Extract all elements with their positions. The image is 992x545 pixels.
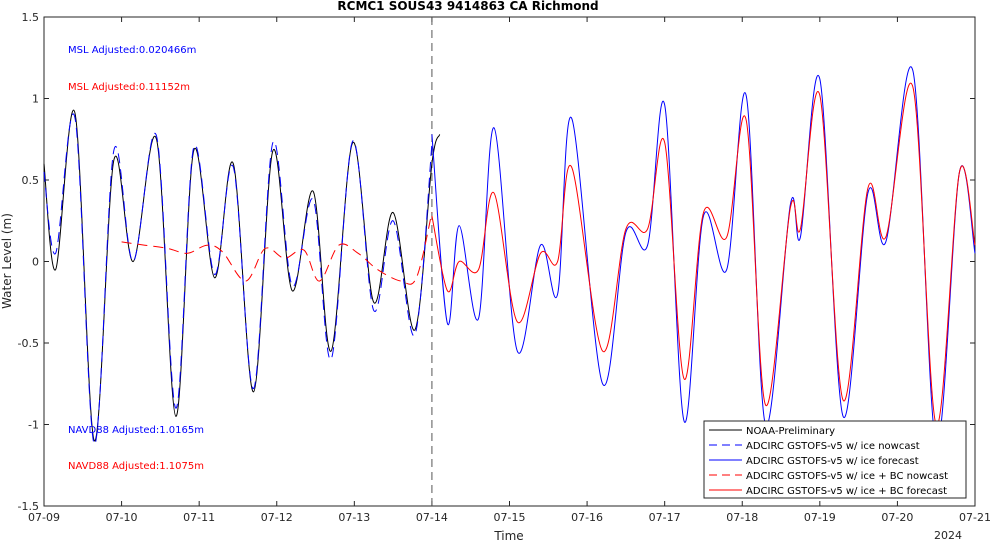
series-line-2 xyxy=(43,113,433,445)
legend-entry: ADCIRC GSTOFS-v5 w/ ice nowcast xyxy=(746,441,920,452)
x-tick-label: 07-17 xyxy=(649,511,681,524)
x-tick-label: 07-09 xyxy=(28,511,60,524)
x-tick-label: 07-10 xyxy=(106,511,138,524)
legend-entry: ADCIRC GSTOFS-v5 w/ ice + BC nowcast xyxy=(746,471,948,482)
x-axis-label: Time xyxy=(493,529,523,541)
legend-box xyxy=(703,420,967,499)
x-tick-label: 07-19 xyxy=(804,511,836,524)
series-line-3 xyxy=(431,66,976,445)
x-tick-label: 07-18 xyxy=(726,511,758,524)
x-tick-label: 07-11 xyxy=(183,511,215,524)
y-tick-label: 0.5 xyxy=(22,174,40,187)
x-tick-label: 07-13 xyxy=(338,511,370,524)
legend-entry: ADCIRC GSTOFS-v5 w/ ice + BC forecast xyxy=(746,486,947,497)
adjustment-annotation: MSL Adjusted:0.11152m xyxy=(68,82,190,93)
series-line-5 xyxy=(431,82,976,426)
legend-entry: NOAA-Preliminary xyxy=(746,426,835,437)
adjustment-annotation: MSL Adjusted:0.020466m xyxy=(68,45,196,56)
x-tick-label: 07-16 xyxy=(571,511,603,524)
y-tick-label: 0 xyxy=(32,256,39,269)
legend-entry: ADCIRC GSTOFS-v5 w/ ice forecast xyxy=(746,456,919,467)
chart-title: RCMC1 SOUS43 9414863 CA Richmond xyxy=(337,0,598,13)
x-tick-label: 07-12 xyxy=(261,511,293,524)
x-year-label: 2024 xyxy=(934,529,962,541)
y-tick-label: 1.5 xyxy=(22,11,40,24)
y-tick-label: -0.5 xyxy=(18,337,39,350)
x-tick-label: 07-21 xyxy=(959,511,991,524)
x-tick-label: 07-15 xyxy=(494,511,526,524)
series-line-1 xyxy=(43,109,441,442)
y-tick-label: -1 xyxy=(28,419,39,432)
x-tick-label: 07-20 xyxy=(881,511,913,524)
x-tick-label: 07-14 xyxy=(416,511,448,524)
y-tick-label: 1 xyxy=(32,93,39,106)
adjustment-annotation: NAVD88 Adjusted:1.0165m xyxy=(68,425,204,436)
legend: NOAA-Preliminary ADCIRC GSTOFS-v5 w/ ice … xyxy=(703,420,967,499)
adjustment-annotation: NAVD88 Adjusted:1.1075m xyxy=(68,461,204,472)
y-axis-label: Water Level (m) xyxy=(0,213,14,309)
y-tick-label: -1.5 xyxy=(18,500,39,513)
